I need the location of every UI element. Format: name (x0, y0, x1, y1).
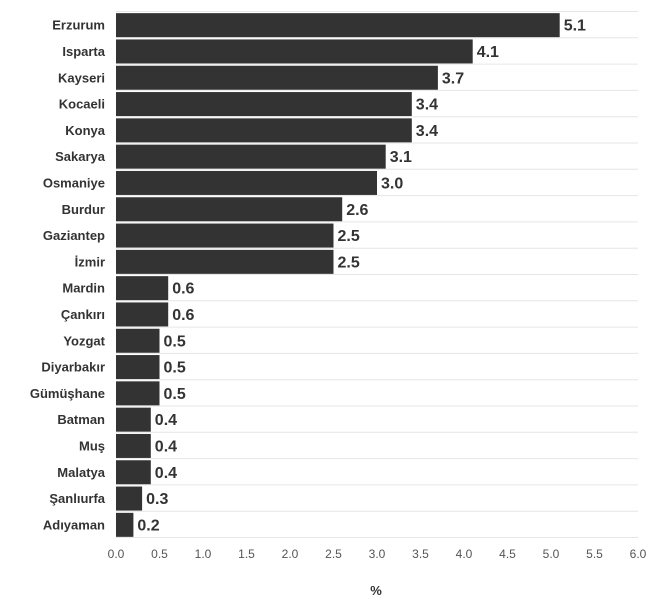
bar (116, 407, 151, 432)
bar (116, 92, 412, 117)
x-axis-title: % (370, 583, 382, 598)
category-label: Adıyaman (43, 517, 105, 532)
value-label: 0.4 (155, 412, 177, 429)
x-tick-label: 1.0 (195, 547, 212, 561)
x-tick-label: 4.0 (456, 547, 473, 561)
category-label: Malatya (57, 465, 105, 480)
bar (116, 328, 160, 353)
x-tick-label: 1.5 (238, 547, 255, 561)
bar (116, 433, 151, 458)
x-tick-label: 6.0 (630, 547, 647, 561)
bar (116, 197, 343, 222)
value-label: 0.4 (155, 438, 177, 455)
value-label: 0.2 (137, 517, 159, 534)
value-label: 0.3 (146, 491, 168, 508)
value-label: 5.1 (564, 18, 586, 35)
category-label: Yozgat (63, 333, 105, 348)
category-label: Şanlıurfa (49, 491, 105, 506)
bar (116, 65, 438, 90)
value-label: 3.4 (416, 123, 438, 140)
value-label: 0.5 (164, 333, 186, 350)
bar (116, 512, 134, 537)
category-label: Kocaeli (59, 97, 105, 112)
category-label: Burdur (62, 202, 105, 217)
category-label: Konya (65, 123, 106, 138)
value-label: 4.1 (477, 44, 499, 61)
bars (116, 13, 560, 537)
value-labels: 5.14.13.73.43.43.13.02.62.52.50.60.60.50… (137, 18, 586, 535)
x-tick-label: 0.5 (151, 547, 168, 561)
x-tick-label: 4.5 (499, 547, 516, 561)
x-tick-label: 3.5 (412, 547, 429, 561)
category-label: Osmaniye (43, 175, 105, 190)
bar (116, 144, 386, 169)
value-label: 3.4 (416, 97, 438, 114)
x-tick-label: 5.5 (586, 547, 603, 561)
bar (116, 13, 560, 38)
bar (116, 170, 377, 195)
bar (116, 355, 160, 380)
bar (116, 249, 334, 274)
x-tick-label: 3.0 (369, 547, 386, 561)
gridlines (116, 11, 638, 538)
x-tick-label: 5.0 (543, 547, 560, 561)
category-label: Mardin (62, 281, 105, 296)
category-label: Isparta (62, 44, 105, 59)
category-label: İzmir (75, 254, 105, 269)
value-label: 3.0 (381, 175, 403, 192)
category-label: Kayseri (58, 70, 105, 85)
bar (116, 460, 151, 485)
category-label: Muş (79, 438, 105, 453)
category-label: Diyarbakır (41, 360, 105, 375)
value-label: 3.7 (442, 70, 464, 87)
category-label: Çankırı (61, 307, 105, 322)
category-label: Gaziantep (43, 228, 105, 243)
value-label: 0.5 (164, 360, 186, 377)
bar (116, 118, 412, 143)
value-label: 2.6 (346, 202, 368, 219)
category-label: Gümüşhane (30, 386, 105, 401)
category-labels: Erzurum Isparta Kayseri Kocaeli Konya Sakarya… (30, 18, 106, 533)
bar (116, 302, 169, 327)
x-tick-label: 0.0 (108, 547, 125, 561)
value-label: 3.1 (390, 149, 412, 166)
value-label: 0.6 (172, 307, 194, 324)
value-label: 0.5 (164, 386, 186, 403)
value-label: 2.5 (338, 228, 360, 245)
value-label: 2.5 (338, 254, 360, 271)
bar (116, 39, 473, 64)
x-axis-ticks: 0.0 0.5 1.0 1.5 2.0 2.5 3.0 3.5 4.0 4.5 5.0 5.5 6.0 (108, 547, 647, 561)
bar (116, 223, 334, 248)
category-label: Sakarya (55, 149, 106, 164)
x-tick-label: 2.5 (325, 547, 342, 561)
value-label: 0.4 (155, 465, 177, 482)
bar (116, 486, 143, 511)
category-label: Batman (57, 412, 105, 427)
x-tick-label: 2.0 (282, 547, 299, 561)
value-label: 0.6 (172, 281, 194, 298)
bar (116, 276, 169, 301)
bar (116, 381, 160, 406)
category-label: Erzurum (52, 18, 105, 33)
